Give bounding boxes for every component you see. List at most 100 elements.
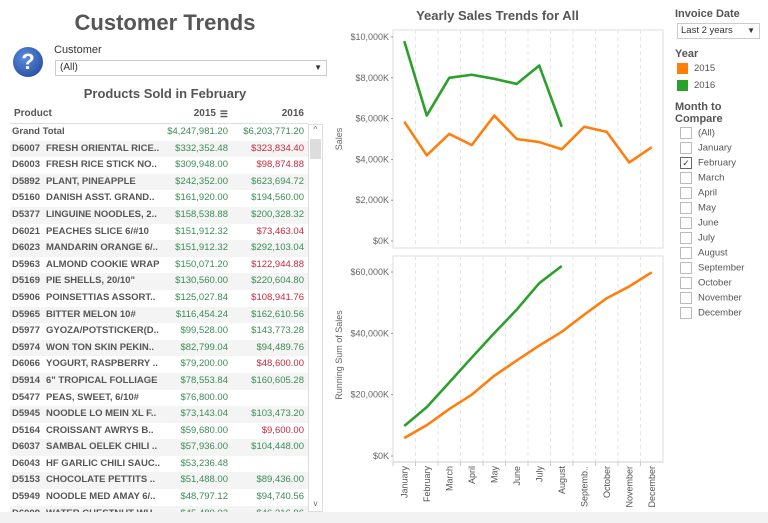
table-row[interactable]: D6007 FRESH ORIENTAL RICE.. $332,352.48 … (10, 140, 308, 158)
month-checkbox-august[interactable]: August (680, 247, 728, 261)
table-row[interactable]: D6021 PEACHES SLICE 6/#10 $151,912.32 $7… (10, 224, 308, 241)
value-2016: $623,694.72 (251, 175, 304, 187)
table-row[interactable]: D5906 POINSETTIAS ASSORT.. $125,027.84 $… (10, 290, 308, 307)
table-row[interactable]: D5965 BITTER MELON 10# $116,454.24 $162,… (10, 306, 308, 324)
month-label-line1: Month to (675, 101, 722, 113)
chevron-down-icon[interactable]: ▼ (747, 26, 755, 35)
month-label: May (698, 202, 716, 214)
month-checkbox-december[interactable]: December (680, 307, 742, 321)
legend-item-2016[interactable]: 2016 (677, 80, 715, 91)
month-checkbox-july[interactable]: July (680, 232, 715, 246)
checkbox[interactable] (680, 262, 692, 274)
checkbox[interactable] (680, 142, 692, 154)
value-2015: $53,236.48 (180, 457, 228, 469)
series-line-2015 (403, 114, 653, 164)
value-2015: $59,680.00 (180, 424, 228, 436)
table-row[interactable]: D5949 NOODLE MED AMAY 6/.. $48,797.12 $9… (10, 489, 308, 506)
table-row[interactable]: D5963 ALMOND COOKIE WRAP $150,071.20 $12… (10, 257, 308, 274)
table-row[interactable]: D6066 YOGURT, RASPBERRY .. $79,200.00 $4… (10, 356, 308, 373)
x-tick-label: Septemb.. (579, 466, 589, 507)
month-label: August (698, 247, 728, 259)
table-row[interactable]: D5945 NOODLE LO MEIN XL F.. $73,143.04 $… (10, 406, 308, 423)
table-row[interactable]: D5892 PLANT, PINEAPPLE $242,352.00 $623,… (10, 173, 308, 191)
month-checkbox-may[interactable]: May (680, 202, 716, 216)
table-row[interactable]: D5377 LINGUINE NOODLES, 2.. $158,538.88 … (10, 206, 308, 224)
product-name: MANDARIN ORANGE 6/.. (46, 242, 158, 254)
sales-charts: $0K $2,000K $4,000K $6,000K $8,000K $10,000K S… (334, 29, 664, 508)
month-checkbox-march[interactable]: March (680, 172, 724, 186)
table-row[interactable]: D5153 CHOCOLATE PETTITS .. $51,488.00 $8… (10, 472, 308, 490)
month-label: March (698, 172, 725, 184)
checkbox[interactable] (680, 202, 692, 214)
table-row[interactable]: D6003 FRESH RICE STICK NO.. $309,948.00 … (10, 157, 308, 174)
table-row[interactable]: D6023 MANDARIN ORANGE 6/.. $151,912.32 $… (10, 240, 308, 257)
month-checkbox-october[interactable]: October (680, 277, 732, 291)
scroll-up-icon[interactable]: ^ (313, 125, 318, 134)
product-code: D6066 (12, 358, 40, 370)
column-header-product[interactable]: Product (14, 108, 52, 119)
x-tick-label: May (489, 466, 499, 484)
table-row[interactable]: D5169 PIE SHELLS, 20/10" $130,560.00 $22… (10, 273, 308, 290)
table-row[interactable]: D6009 WATER CHESTNUT WH.. $45,480.02 $46… (10, 505, 308, 512)
value-2015: $150,071.20 (175, 258, 228, 270)
product-code: D5977 (12, 325, 40, 337)
month-checkbox-all[interactable]: (All) (680, 127, 715, 141)
table-row[interactable]: D5164 CROISSANT AWRYS B.. $59,680.00 $9,… (10, 423, 308, 440)
checkbox[interactable]: ✓ (680, 157, 692, 169)
chevron-down-icon[interactable]: ▼ (314, 63, 322, 72)
month-checkbox-february[interactable]: ✓ February (680, 157, 736, 171)
checkbox[interactable] (680, 247, 692, 259)
column-header-2016[interactable]: 2016 (281, 108, 304, 119)
y-tick-label: $8,000K (355, 73, 389, 83)
column-header-2015[interactable]: 2015 (193, 108, 216, 119)
value-2016: $104,448.00 (251, 441, 304, 453)
grand-total-row[interactable]: Grand Total $4,247,981.20 $6,203,771.20 (10, 124, 308, 141)
value-2015: $125,027.84 (175, 291, 228, 303)
question-icon[interactable]: ? (13, 47, 43, 77)
value-2016: $162,610.56 (251, 308, 304, 320)
product-code: D5169 (12, 275, 40, 287)
month-checkbox-june[interactable]: June (680, 217, 719, 231)
month-checkbox-september[interactable]: September (680, 262, 744, 276)
checkbox[interactable] (680, 277, 692, 289)
checkbox[interactable] (680, 172, 692, 184)
table-row[interactable]: D5477 PEAS, SWEET, 6/10# $76,800.00 (10, 390, 308, 407)
scroll-down-icon[interactable]: v (313, 499, 318, 508)
table-scrollbar[interactable]: ^ v (308, 124, 323, 512)
table-row[interactable]: D5977 GYOZA/POTSTICKER(D.. $99,528.00 $1… (10, 323, 308, 340)
product-name: WATER CHESTNUT WH.. (46, 506, 158, 512)
value-2015: $151,912.32 (175, 242, 228, 254)
checkbox[interactable] (680, 187, 692, 199)
checkbox[interactable] (680, 217, 692, 229)
checkbox[interactable] (680, 292, 692, 304)
product-code: D5949 (12, 491, 40, 503)
month-checkbox-january[interactable]: January (680, 142, 732, 156)
legend-item-2015[interactable]: 2015 (677, 63, 715, 74)
checkbox[interactable] (680, 127, 692, 139)
value-2015: $161,920.00 (175, 192, 228, 204)
y-tick-label: $6,000K (355, 114, 389, 124)
month-checkbox-april[interactable]: April (680, 187, 717, 201)
table-row[interactable]: D6043 HF GARLIC CHILI SAUC.. $53,236.48 (10, 456, 308, 473)
month-checkbox-november[interactable]: November (680, 292, 742, 306)
value-2016: $9,600.00 (261, 424, 304, 436)
table-row[interactable]: D5974 WON TON SKIN PEKIN.. $82,799.04 $9… (10, 339, 308, 357)
table-row[interactable]: D5914 6" TROPICAL FOLLIAGE $78,553.84 $1… (10, 372, 308, 390)
customer-filter-label: Customer (54, 44, 102, 56)
value-2015: $242,352.00 (175, 175, 228, 187)
invoice-date-dropdown[interactable]: Last 2 years ▼ (677, 23, 760, 39)
y-axis-label: Running Sum of Sales (334, 310, 344, 400)
table-row[interactable]: D5160 DANISH ASST. GRAND.. $161,920.00 $… (10, 190, 308, 207)
sort-icon[interactable]: ☰ (219, 109, 228, 119)
product-name: PEAS, SWEET, 6/10# (46, 391, 139, 403)
y-tick-label: $2,000K (355, 195, 389, 205)
scrollbar-thumb[interactable] (310, 139, 321, 159)
month-label: (All) (698, 127, 715, 139)
checkbox[interactable] (680, 307, 692, 319)
table-row[interactable]: D6037 SAMBAL OELEK CHILI .. $57,936.00 $… (10, 439, 308, 456)
checkbox[interactable] (680, 232, 692, 244)
value-2015: $57,936.00 (180, 441, 228, 453)
month-label: October (698, 277, 732, 289)
product-code: D5164 (12, 424, 40, 436)
customer-dropdown[interactable]: (All) ▼ (55, 60, 327, 76)
